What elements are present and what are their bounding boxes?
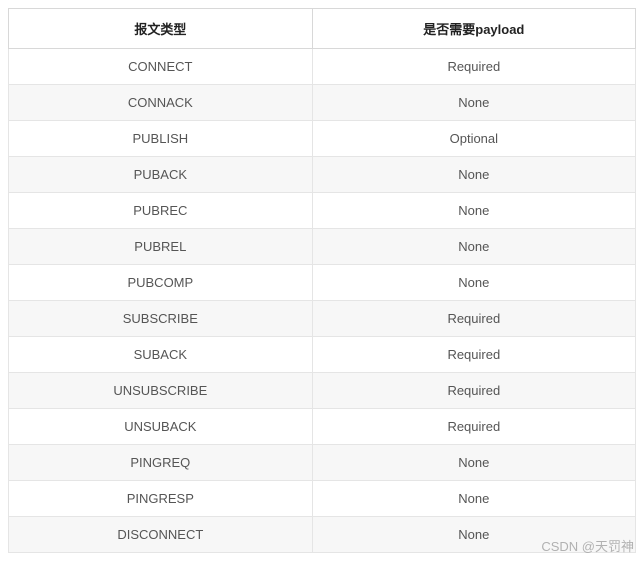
cell-type: PUBREC	[9, 193, 313, 229]
cell-payload: None	[312, 445, 635, 481]
cell-type: UNSUBSCRIBE	[9, 373, 313, 409]
cell-payload: None	[312, 229, 635, 265]
table-row: PUBACKNone	[9, 157, 636, 193]
table-row: SUBACKRequired	[9, 337, 636, 373]
cell-payload: None	[312, 157, 635, 193]
table-row: UNSUBSCRIBERequired	[9, 373, 636, 409]
cell-type: SUBACK	[9, 337, 313, 373]
cell-payload: None	[312, 193, 635, 229]
cell-type: CONNACK	[9, 85, 313, 121]
cell-payload: Required	[312, 409, 635, 445]
cell-type: DISCONNECT	[9, 517, 313, 553]
cell-type: PUBCOMP	[9, 265, 313, 301]
cell-type: PUBACK	[9, 157, 313, 193]
cell-type: CONNECT	[9, 49, 313, 85]
table-row: PUBRELNone	[9, 229, 636, 265]
table-row: PINGRESPNone	[9, 481, 636, 517]
table-row: PINGREQNone	[9, 445, 636, 481]
table-row: SUBSCRIBERequired	[9, 301, 636, 337]
cell-payload: Required	[312, 301, 635, 337]
col-header-type: 报文类型	[9, 9, 313, 49]
table-row: PUBRECNone	[9, 193, 636, 229]
cell-type: UNSUBACK	[9, 409, 313, 445]
table-row: CONNECTRequired	[9, 49, 636, 85]
payload-table: 报文类型 是否需要payload CONNECTRequiredCONNACKN…	[8, 8, 636, 553]
cell-payload: Required	[312, 337, 635, 373]
cell-type: PUBREL	[9, 229, 313, 265]
table-row: PUBLISHOptional	[9, 121, 636, 157]
table-row: PUBCOMPNone	[9, 265, 636, 301]
cell-type: PINGREQ	[9, 445, 313, 481]
col-header-payload: 是否需要payload	[312, 9, 635, 49]
table-header-row: 报文类型 是否需要payload	[9, 9, 636, 49]
table-row: CONNACKNone	[9, 85, 636, 121]
cell-type: SUBSCRIBE	[9, 301, 313, 337]
cell-payload: Required	[312, 49, 635, 85]
cell-type: PINGRESP	[9, 481, 313, 517]
cell-payload: None	[312, 265, 635, 301]
table-row: DISCONNECTNone	[9, 517, 636, 553]
cell-payload: None	[312, 85, 635, 121]
cell-payload: Optional	[312, 121, 635, 157]
table-row: UNSUBACKRequired	[9, 409, 636, 445]
cell-payload: None	[312, 517, 635, 553]
cell-payload: None	[312, 481, 635, 517]
cell-type: PUBLISH	[9, 121, 313, 157]
cell-payload: Required	[312, 373, 635, 409]
